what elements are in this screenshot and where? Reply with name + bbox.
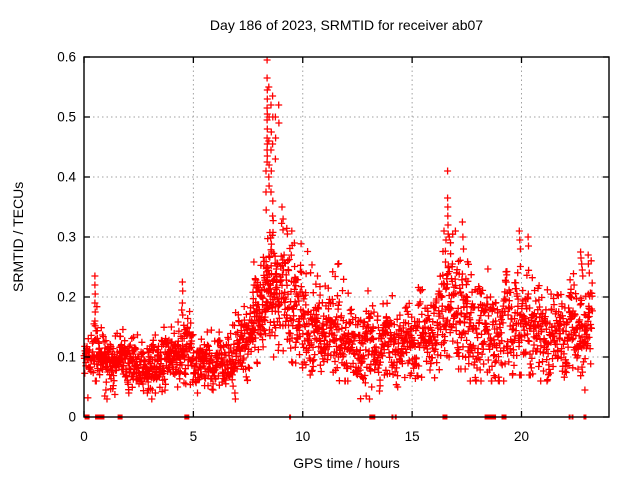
x-tick-label: 20	[514, 429, 529, 444]
y-tick-label: 0.5	[57, 110, 76, 125]
x-axis-label: GPS time / hours	[293, 455, 400, 471]
y-tick-label: 0.4	[57, 170, 76, 185]
y-tick-label: 0	[68, 410, 76, 425]
y-tick-label: 0.1	[57, 350, 76, 365]
y-tick-label: 0.6	[57, 50, 76, 65]
y-tick-label: 0.3	[57, 230, 76, 245]
x-tick-label: 15	[405, 429, 420, 444]
y-tick-label: 0.2	[57, 290, 76, 305]
x-tick-label: 0	[80, 429, 88, 444]
x-tick-label: 5	[190, 429, 198, 444]
data-points	[80, 56, 596, 403]
x-tick-label: 10	[295, 429, 310, 444]
chart-title: Day 186 of 2023, SRMTID for receiver ab0…	[209, 17, 484, 33]
